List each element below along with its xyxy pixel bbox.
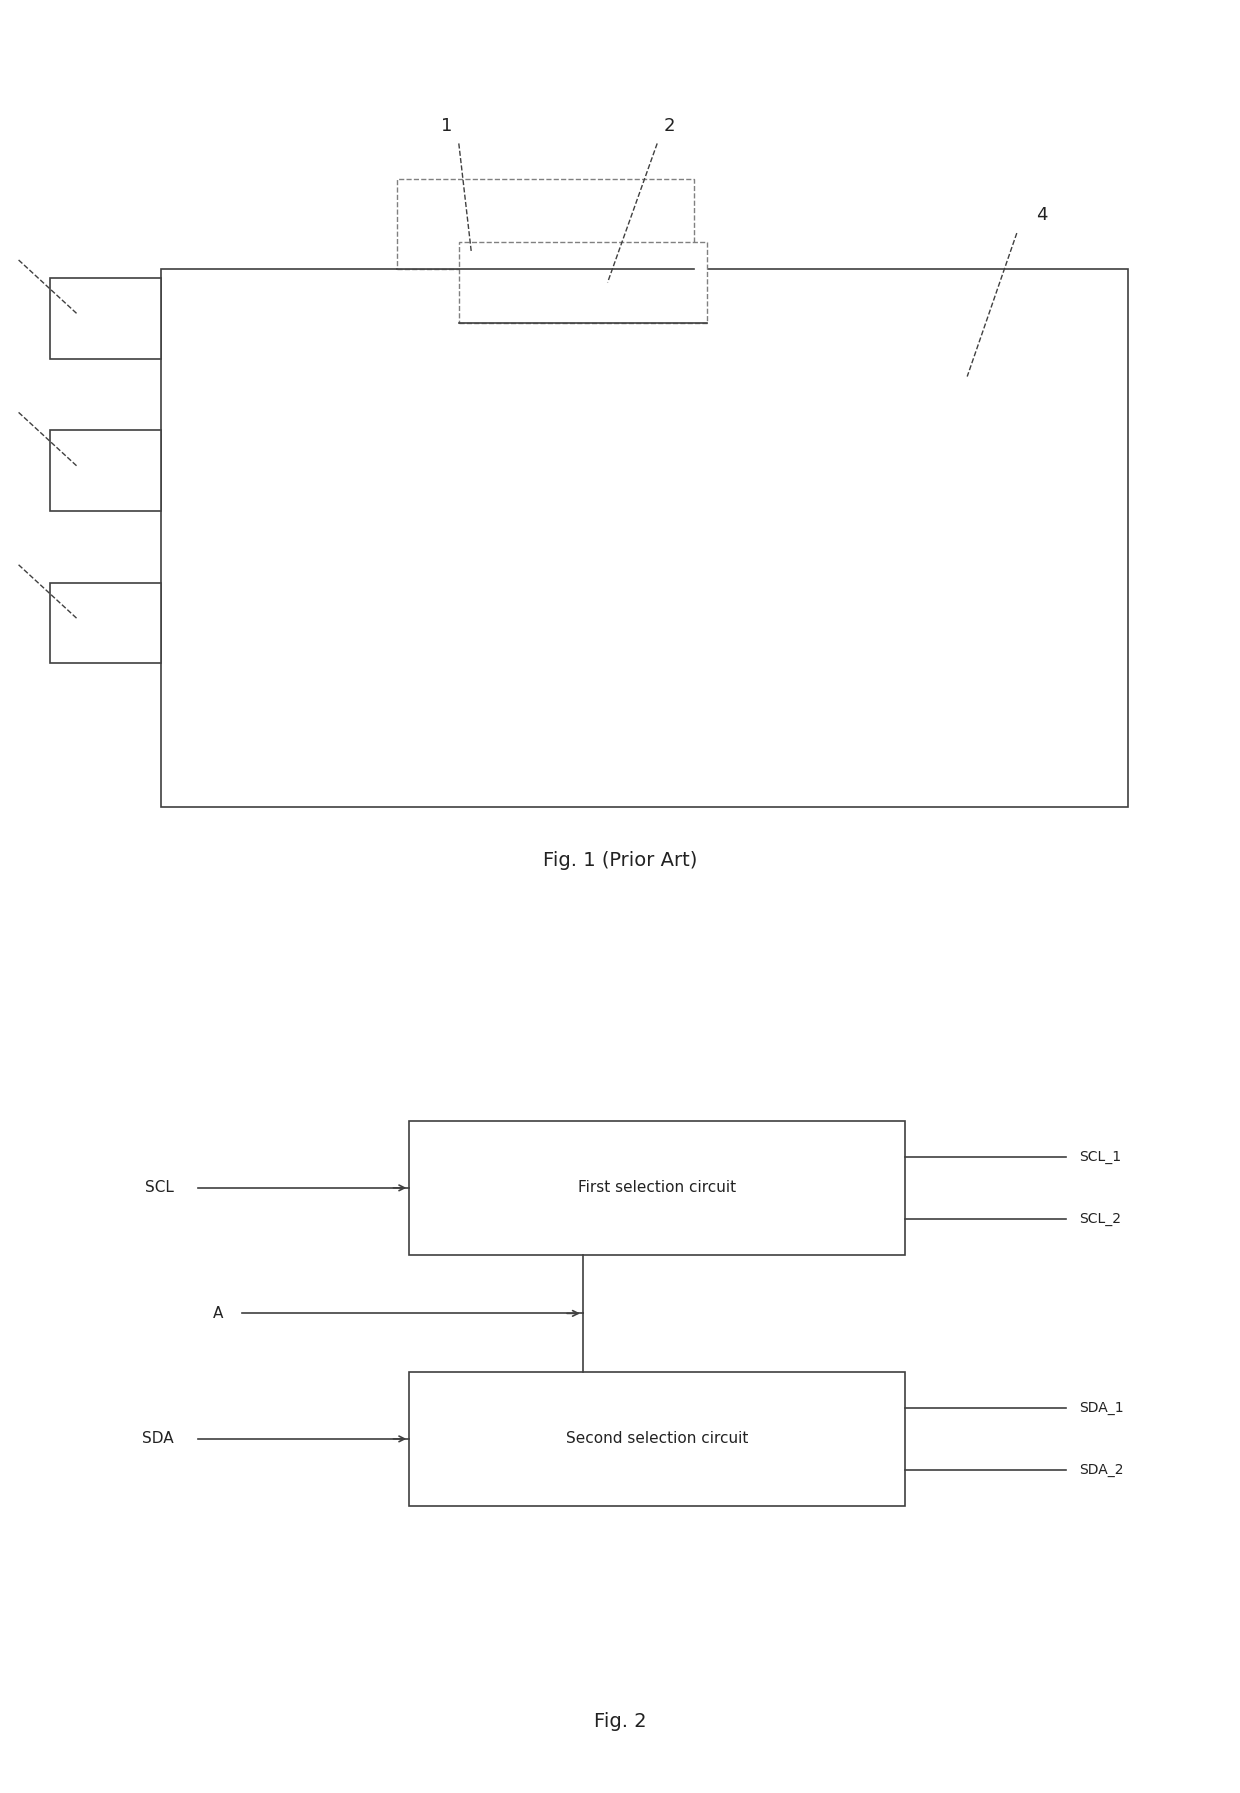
Text: SDA: SDA [141,1431,174,1447]
Text: First selection circuit: First selection circuit [578,1180,737,1196]
Bar [409,1121,905,1255]
Text: A: A [213,1305,223,1321]
Text: 1: 1 [440,117,453,134]
Text: 4: 4 [1035,206,1048,224]
Bar [50,430,161,511]
Bar [397,179,694,269]
Bar [161,269,1128,807]
Bar [409,1372,905,1506]
Bar [50,583,161,663]
Text: SCL: SCL [145,1180,174,1196]
Bar [459,242,707,323]
Text: Second selection circuit: Second selection circuit [565,1431,749,1447]
Text: 2: 2 [663,117,676,134]
Text: SCL_2: SCL_2 [1079,1212,1121,1226]
Text: SDA_1: SDA_1 [1079,1400,1123,1415]
Text: SDA_2: SDA_2 [1079,1463,1123,1477]
Text: SCL_1: SCL_1 [1079,1149,1121,1164]
Text: Fig. 1 (Prior Art): Fig. 1 (Prior Art) [543,852,697,870]
Bar [50,278,161,359]
Text: Fig. 2: Fig. 2 [594,1712,646,1730]
